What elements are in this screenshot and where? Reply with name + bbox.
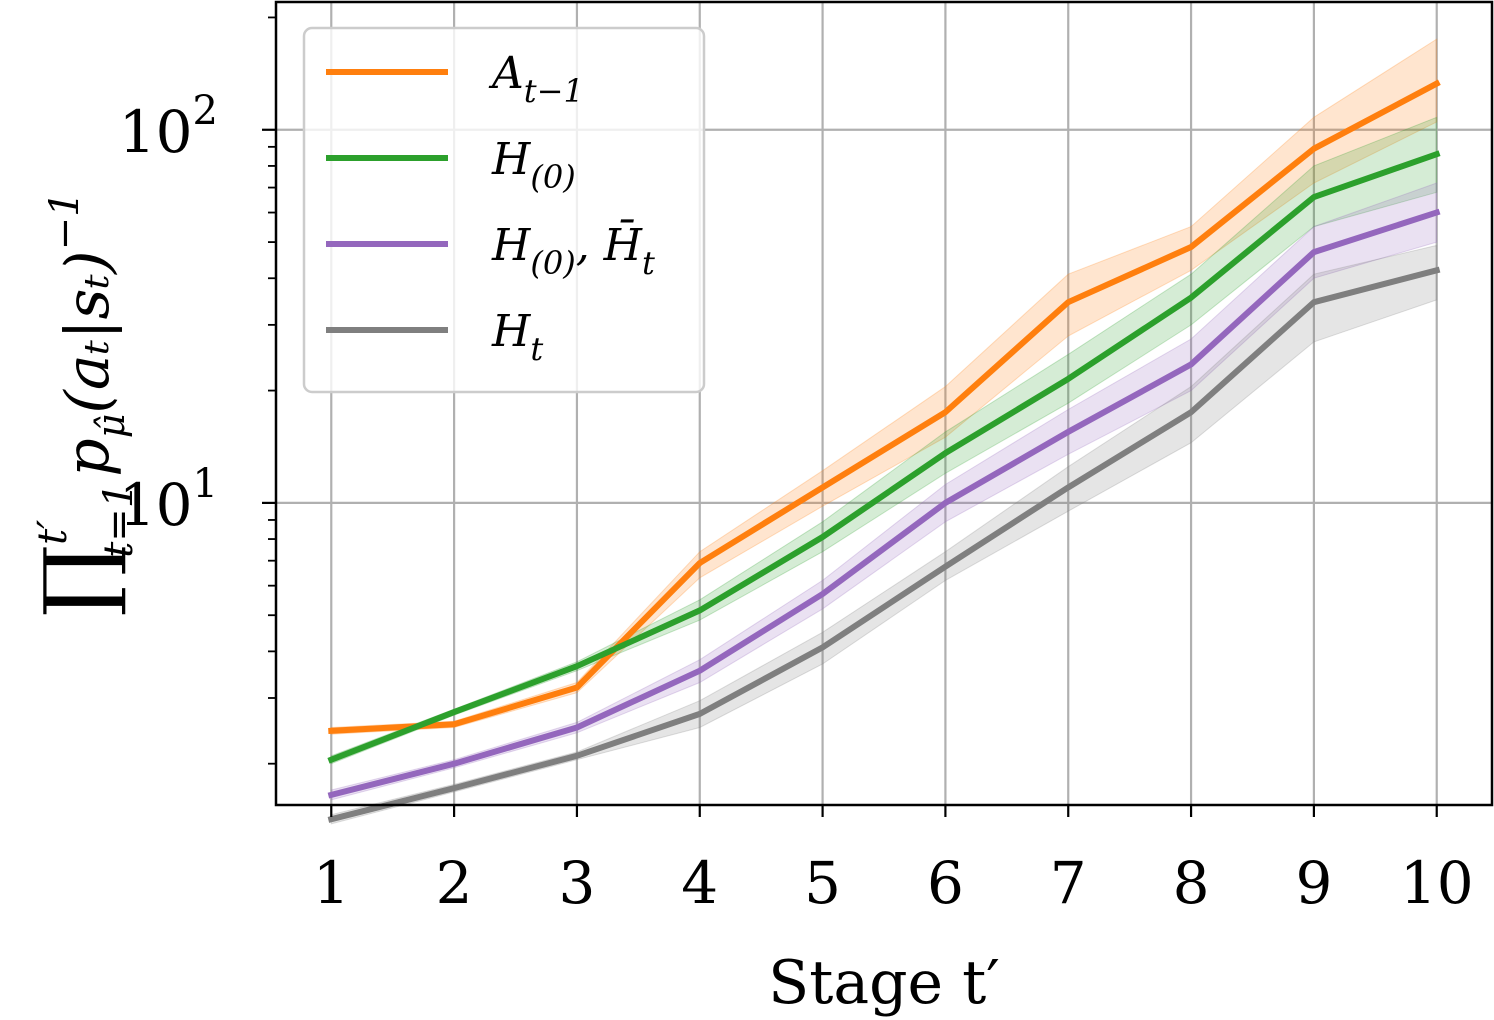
series-line-layer <box>327 79 1441 823</box>
y-label-product: ∏ <box>25 545 130 617</box>
series-line <box>327 208 1441 799</box>
y-label-product-sub: t=1 <box>96 483 142 558</box>
x-tick-label: 6 <box>927 849 964 917</box>
y-tick-exponent: 1 <box>193 461 218 507</box>
x-tick-label: 8 <box>1173 849 1210 917</box>
x-tick-label: 2 <box>436 849 473 917</box>
y-axis-label: ∏t′ t=1 pμ̂(aₜ|sₜ)−1 <box>25 191 142 616</box>
legend-label: H(0) <box>491 134 576 196</box>
x-tick-label: 5 <box>804 849 841 917</box>
legend-label-sub: (0) <box>530 244 575 282</box>
series-line <box>327 150 1441 764</box>
legend-items: At−1H(0)H(0), H̄tHt <box>326 48 655 368</box>
legend-label-main: H <box>491 134 532 185</box>
legend-label-sub: (0) <box>530 158 575 196</box>
x-tick-label: 7 <box>1050 849 1087 917</box>
y-label-body: p <box>53 438 123 476</box>
confidence-band <box>330 182 1438 801</box>
x-tick-label: 1 <box>313 849 350 917</box>
legend-label: At−1 <box>488 48 584 110</box>
x-axis-ticks: 1 2 3 4 5 6 7 8 9 10 <box>313 805 1474 917</box>
y-label-body-exp: −1 <box>42 191 88 250</box>
x-tick-label: 10 <box>1400 849 1474 917</box>
y-tick-base: 10 <box>119 98 193 166</box>
confidence-band <box>330 244 1438 825</box>
legend-label-main: H <box>491 306 532 357</box>
x-tick-label: 3 <box>558 849 595 917</box>
y-label-body-rest: (aₜ|sₜ) <box>53 250 123 413</box>
y-label-product-sup: t′ <box>30 520 76 545</box>
x-tick-label: 4 <box>681 849 718 917</box>
legend-label-extra: , H̄ <box>576 218 644 271</box>
confidence-band <box>330 38 1438 735</box>
confidence-band <box>330 116 1438 765</box>
y-tick-base: 10 <box>119 471 193 539</box>
plot-frame <box>274 0 1494 807</box>
y-label-body-sub: μ̂ <box>89 414 133 439</box>
confidence-band-layer <box>330 38 1438 825</box>
legend: At−1H(0)H(0), H̄tHt <box>302 26 706 394</box>
legend-frame <box>302 26 706 394</box>
y-tick-label: 102 <box>119 88 218 166</box>
legend-label-main: H <box>491 220 532 271</box>
series-line <box>328 79 1441 734</box>
x-axis-label: Stage t′ <box>768 948 1000 1018</box>
legend-label-sub: t <box>530 330 543 368</box>
svg-text:∏t′t=1pμ̂(aₜ|sₜ)−1: ∏t′ t=1 pμ̂(aₜ|sₜ)−1 <box>25 191 142 616</box>
y-tick-exponent: 2 <box>193 88 218 134</box>
x-tick-label: 9 <box>1295 849 1332 917</box>
legend-label-extra-sub: t <box>642 244 655 282</box>
legend-label: H(0), H̄t <box>491 218 655 282</box>
series-line <box>327 266 1441 823</box>
legend-label-sub: t−1 <box>524 72 584 110</box>
legend-label-main: A <box>488 48 524 99</box>
legend-label: Ht <box>491 306 543 368</box>
y-tick-label: 101 <box>119 461 218 539</box>
